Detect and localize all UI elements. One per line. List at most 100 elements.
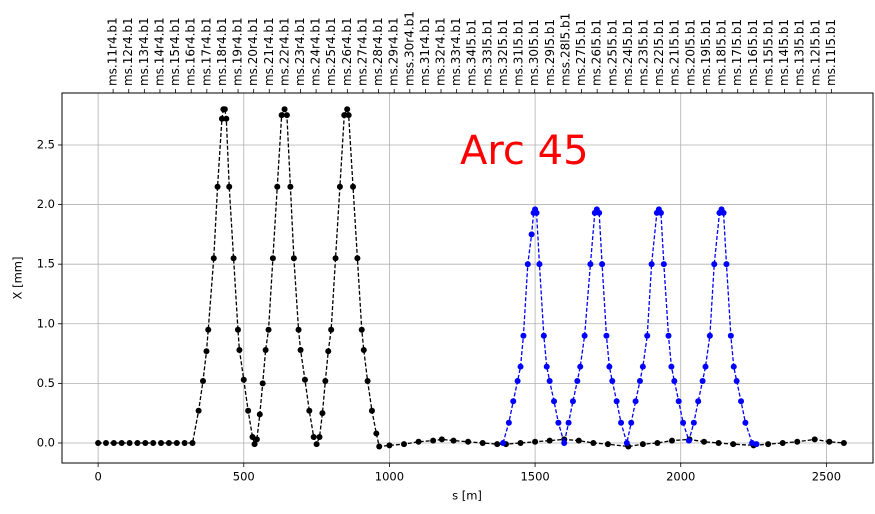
x2-tick-label: ms.27r4.b1: [355, 17, 369, 86]
x2-tick-label: ms.17l5.b1: [730, 19, 744, 86]
data-point: [234, 326, 241, 333]
data-point: [575, 437, 582, 444]
x-tick-label: 500: [233, 470, 255, 484]
x2-tick-label: ms.12l5.b1: [808, 19, 822, 86]
data-point: [514, 377, 521, 384]
data-point: [281, 106, 288, 113]
data-point: [297, 346, 304, 353]
data-point: [301, 376, 308, 383]
data-point: [218, 115, 225, 122]
data-point: [561, 439, 568, 446]
data-point: [654, 439, 661, 446]
data-point: [590, 439, 597, 446]
data-point: [500, 439, 507, 446]
data-point: [609, 377, 616, 384]
data-point: [520, 332, 527, 339]
x2-tick-label: ms.20r4.b1: [246, 17, 260, 86]
x-tick-label: 2000: [666, 470, 695, 484]
data-point: [181, 439, 188, 446]
x2-tick-label: ms.31l5.b1: [512, 19, 526, 86]
data-point: [203, 348, 210, 355]
data-point: [118, 439, 125, 446]
x2-tick-label: ms.16l5.b1: [746, 19, 760, 86]
x2-tick-label: ms.25r4.b1: [324, 17, 338, 86]
data-point: [524, 261, 531, 268]
data-point: [577, 363, 584, 370]
data-point: [632, 398, 639, 405]
data-point: [450, 437, 457, 444]
data-point: [569, 398, 576, 405]
data-point: [102, 439, 109, 446]
data-point: [283, 112, 290, 119]
data-point: [599, 261, 606, 268]
data-point: [430, 437, 437, 444]
data-point: [596, 209, 603, 216]
data-point: [345, 112, 352, 119]
series-line: [98, 107, 844, 448]
x2-tick-label: ms.14r4.b1: [152, 17, 166, 86]
x2-tick-label: mss.28l5.b1: [558, 13, 572, 86]
y-tick-label: 1.0: [37, 316, 55, 330]
x2-tick-label: ms.30l5.b1: [527, 19, 541, 86]
x-tick-label: 2500: [812, 470, 841, 484]
data-point: [753, 441, 760, 448]
data-point: [603, 332, 610, 339]
data-point: [517, 439, 524, 446]
data-point: [695, 398, 702, 405]
data-point: [543, 363, 550, 370]
x2-tick-label: ms.19r4.b1: [231, 17, 245, 86]
data-point: [358, 326, 365, 333]
data-point: [223, 115, 230, 122]
data-point: [265, 326, 272, 333]
x2-tick-label: ms.12r4.b1: [121, 17, 135, 86]
x2-tick-label: ms.25l5.b1: [605, 19, 619, 86]
data-point: [723, 261, 730, 268]
x2-tick-label: ms.22l5.b1: [652, 19, 666, 86]
data-point: [555, 419, 562, 426]
x2-tick-label: ms.16r4.b1: [184, 17, 198, 86]
data-point: [251, 441, 258, 448]
data-point: [210, 255, 217, 262]
data-point: [173, 439, 180, 446]
x2-tick-label: ms.20l5.b1: [683, 19, 697, 86]
data-point: [536, 261, 543, 268]
data-point: [386, 442, 393, 449]
data-point: [341, 112, 348, 119]
data-point: [230, 255, 237, 262]
x-axis-label: s [m]: [452, 489, 482, 503]
data-point: [306, 407, 313, 414]
data-point: [364, 377, 371, 384]
data-point: [671, 377, 678, 384]
data-point: [214, 183, 221, 190]
data-point: [680, 419, 687, 426]
x2-tick-label: ms.24l5.b1: [621, 19, 635, 86]
data-point: [811, 436, 818, 443]
data-point: [245, 407, 252, 414]
data-point: [332, 255, 339, 262]
data-point: [742, 419, 749, 426]
data-point: [95, 439, 102, 446]
data-point: [738, 398, 745, 405]
x2-tick-label: ms.15l5.b1: [761, 19, 775, 86]
data-point: [532, 438, 539, 445]
data-point: [706, 332, 713, 339]
data-point: [313, 441, 320, 448]
x2-tick-label: ms.29r4.b1: [387, 17, 401, 86]
data-point: [295, 326, 302, 333]
data-point: [701, 438, 708, 445]
data-point: [165, 439, 172, 446]
data-point: [730, 441, 737, 448]
x2-tick-label: ms.26r4.b1: [340, 17, 354, 86]
data-point: [644, 332, 651, 339]
y-tick-label: 0.5: [37, 376, 55, 390]
data-point: [287, 183, 294, 190]
data-point: [581, 332, 588, 339]
x2-tick-label: ms.21l5.b1: [668, 19, 682, 86]
data-point: [350, 183, 357, 190]
data-point: [354, 255, 361, 262]
data-point: [344, 106, 351, 113]
data-point: [325, 348, 332, 355]
data-point: [438, 436, 445, 443]
data-point: [690, 419, 697, 426]
